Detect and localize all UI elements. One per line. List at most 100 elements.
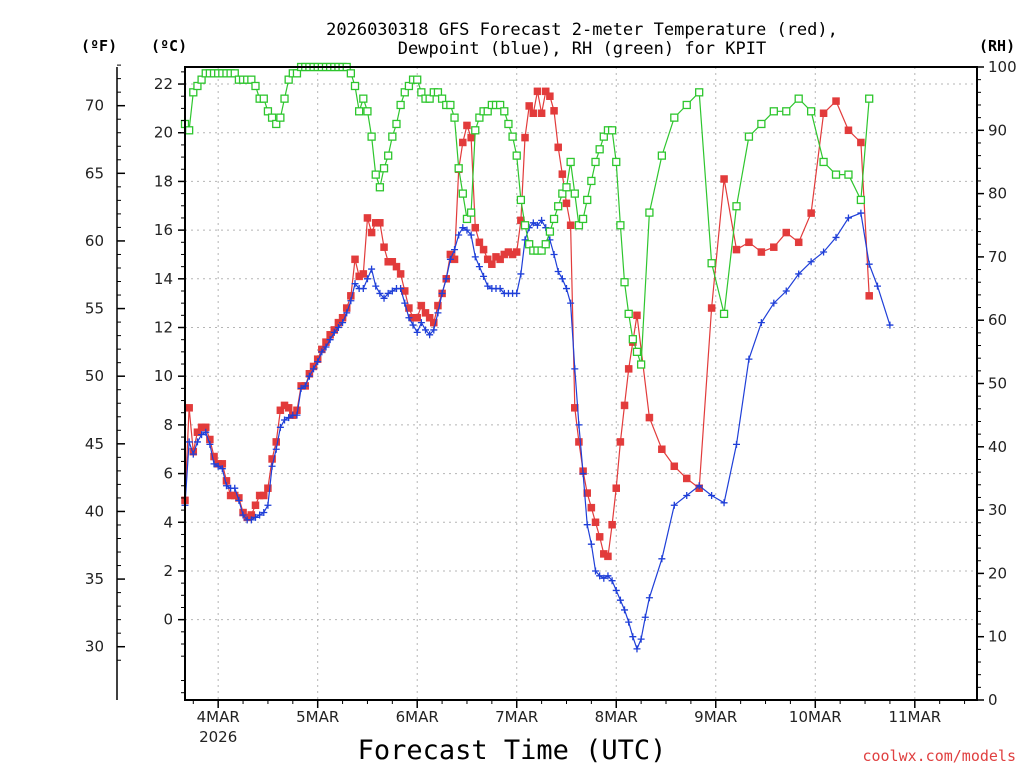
data-point bbox=[396, 100, 405, 110]
data-point bbox=[260, 491, 268, 500]
rh-tick-label: 70 bbox=[988, 248, 1007, 266]
data-point bbox=[782, 287, 790, 295]
data-point bbox=[516, 195, 526, 205]
data-point bbox=[607, 126, 617, 135]
data-point bbox=[359, 94, 368, 103]
rh-tick-label: 50 bbox=[988, 375, 1007, 393]
data-point bbox=[293, 411, 301, 419]
data-point bbox=[434, 309, 442, 317]
credit-link[interactable]: coolwx.com/models bbox=[862, 747, 1016, 765]
data-point bbox=[504, 119, 513, 129]
axes: 0 2 4 6 8 10 12 14 16 18 20 22 30 35 40 45 50 55 60 65 70 0 10… bbox=[85, 58, 1017, 746]
data-point bbox=[268, 462, 276, 470]
data-point bbox=[645, 208, 654, 217]
data-point bbox=[483, 255, 492, 264]
data-point bbox=[579, 470, 587, 478]
data-point bbox=[658, 445, 666, 453]
data-point bbox=[782, 228, 791, 237]
data-point bbox=[459, 224, 467, 232]
data-point bbox=[458, 189, 467, 198]
data-point bbox=[264, 501, 272, 509]
data-point bbox=[732, 245, 741, 254]
data-point bbox=[616, 221, 625, 230]
data-point bbox=[708, 491, 716, 499]
data-point bbox=[695, 88, 704, 97]
data-point bbox=[239, 511, 247, 519]
data-point bbox=[484, 282, 492, 290]
data-point bbox=[757, 248, 766, 256]
data-point bbox=[454, 164, 463, 173]
data-point bbox=[587, 540, 595, 548]
data-point bbox=[185, 438, 193, 446]
data-point bbox=[645, 594, 653, 602]
data-point bbox=[616, 438, 625, 446]
celsius-tick-label: 4 bbox=[163, 513, 173, 531]
data-point bbox=[757, 319, 765, 327]
celsius-tick-label: 0 bbox=[163, 611, 173, 629]
data-point bbox=[886, 321, 894, 329]
rh-tick-label: 100 bbox=[988, 58, 1017, 76]
data-point bbox=[396, 270, 405, 278]
data-point bbox=[625, 618, 633, 626]
rh-tick-label: 60 bbox=[988, 311, 1007, 329]
x-axis-label: Forecast Time (UTC) bbox=[358, 735, 667, 766]
data-point bbox=[757, 119, 766, 129]
data-point bbox=[865, 292, 873, 300]
series-line bbox=[184, 66, 870, 365]
data-point bbox=[529, 219, 537, 227]
data-point bbox=[189, 450, 197, 458]
fahrenheit-tick-label: 70 bbox=[85, 97, 104, 115]
data-point bbox=[326, 336, 334, 344]
data-point bbox=[330, 328, 338, 336]
data-point bbox=[604, 572, 612, 580]
data-point bbox=[413, 75, 422, 84]
chart-title-line-1: 2026030318 GFS Forecast 2-meter Temperat… bbox=[326, 20, 838, 40]
data-point bbox=[856, 195, 866, 205]
data-point bbox=[235, 496, 243, 504]
data-point bbox=[430, 318, 438, 327]
rh-tick-label: 80 bbox=[988, 185, 1007, 203]
celsius-tick-label: 10 bbox=[154, 367, 173, 385]
data-point bbox=[616, 596, 624, 604]
data-point bbox=[276, 406, 285, 415]
celsius-tick-label: 12 bbox=[154, 319, 173, 337]
data-point bbox=[732, 202, 741, 211]
data-point bbox=[185, 404, 193, 412]
data-point bbox=[397, 285, 405, 293]
data-point bbox=[376, 219, 384, 227]
data-point bbox=[202, 428, 210, 436]
data-point bbox=[719, 309, 729, 319]
data-point bbox=[346, 69, 356, 78]
data-point bbox=[770, 299, 778, 307]
data-point bbox=[259, 94, 268, 103]
data-point bbox=[575, 438, 583, 446]
rh-tick-label: 30 bbox=[988, 501, 1007, 519]
data-point bbox=[583, 521, 591, 529]
data-point bbox=[844, 126, 853, 135]
data-point bbox=[479, 245, 488, 254]
data-point bbox=[467, 133, 475, 142]
data-point bbox=[720, 499, 728, 507]
data-point bbox=[670, 501, 678, 509]
celsius-tick-label: 16 bbox=[154, 221, 173, 239]
data-point bbox=[604, 552, 612, 561]
data-point bbox=[405, 304, 413, 312]
data-point bbox=[318, 348, 326, 356]
data-point bbox=[832, 97, 840, 105]
data-point bbox=[567, 299, 575, 307]
data-point bbox=[285, 414, 293, 422]
series-dewpoint bbox=[181, 209, 894, 653]
data-point bbox=[376, 289, 384, 297]
data-point bbox=[844, 214, 852, 222]
fahrenheit-tick-label: 35 bbox=[85, 570, 104, 588]
data-point bbox=[184, 126, 194, 135]
data-point bbox=[542, 87, 550, 96]
x-tick-label: 5MAR bbox=[296, 708, 339, 726]
data-point bbox=[339, 319, 347, 327]
celsius-tick-label: 18 bbox=[154, 172, 173, 190]
data-point bbox=[284, 404, 293, 412]
data-point bbox=[620, 278, 629, 287]
data-point bbox=[417, 319, 425, 327]
data-point bbox=[628, 335, 637, 344]
data-point bbox=[562, 285, 570, 293]
